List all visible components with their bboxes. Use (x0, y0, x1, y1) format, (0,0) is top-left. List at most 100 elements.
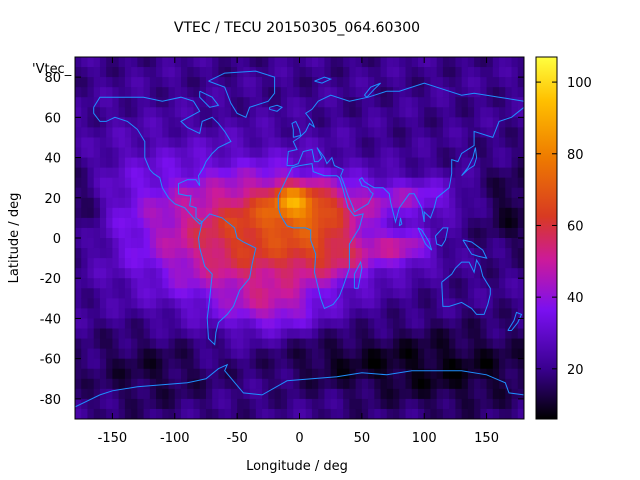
heatmap-cell (324, 298, 332, 309)
heatmap-cell (411, 238, 419, 249)
heatmap-cell (212, 278, 220, 289)
heatmap-cell (218, 318, 226, 330)
heatmap-cell (442, 308, 450, 320)
heatmap-cell (118, 127, 126, 139)
heatmap-cell (99, 137, 107, 149)
heatmap-cell (343, 238, 350, 249)
heatmap-cell (87, 127, 95, 139)
heatmap-cell (280, 197, 288, 209)
heatmap-cell (106, 107, 114, 118)
heatmap-cell (380, 378, 388, 390)
heatmap-cell (343, 167, 350, 179)
heatmap-cell (318, 177, 326, 189)
heatmap-cell (343, 227, 350, 239)
heatmap-cell (361, 408, 369, 419)
heatmap-cell (87, 227, 95, 239)
heatmap-cell (249, 107, 257, 118)
heatmap-cell (131, 408, 138, 419)
heatmap-cell (417, 308, 425, 320)
heatmap-cell (380, 278, 388, 289)
heatmap-cell (156, 318, 163, 330)
heatmap-cell (249, 177, 257, 189)
heatmap-cell (492, 378, 500, 390)
heatmap-cell (262, 137, 269, 149)
heatmap-cell (430, 147, 438, 159)
heatmap-cell (212, 298, 220, 309)
heatmap-cell (156, 298, 163, 309)
heatmap-cell (499, 328, 506, 340)
heatmap-cell (280, 278, 288, 289)
heatmap-cell (249, 258, 257, 269)
heatmap-cell (399, 268, 407, 279)
heatmap-cell (386, 147, 394, 159)
heatmap-cell (237, 207, 244, 219)
heatmap-cell (274, 67, 282, 78)
heatmap-cell (505, 238, 513, 249)
heatmap-cell (212, 408, 220, 419)
heatmap-cell (287, 398, 294, 410)
heatmap-cell (499, 87, 506, 98)
heatmap-cell (81, 57, 89, 68)
heatmap-cell (368, 358, 375, 370)
heatmap-cell (349, 388, 357, 400)
heatmap-cell (193, 177, 201, 189)
heatmap-cell (112, 157, 120, 169)
heatmap-cell (505, 67, 513, 78)
heatmap-cell (218, 67, 226, 78)
heatmap-cell (174, 57, 182, 68)
heatmap-cell (499, 207, 506, 219)
heatmap-cell (262, 348, 269, 360)
heatmap-cell (386, 97, 394, 108)
heatmap-cell (268, 318, 276, 330)
heatmap-cell (368, 147, 375, 159)
heatmap-cell (193, 288, 201, 299)
heatmap-cell (118, 167, 126, 179)
heatmap-cell (230, 388, 238, 400)
heatmap-cell (212, 207, 220, 219)
heatmap-cell (405, 117, 413, 128)
heatmap-cell (393, 388, 400, 400)
heatmap-cell (99, 368, 107, 380)
heatmap-cell (143, 117, 151, 128)
heatmap-cell (461, 67, 469, 78)
heatmap-cell (199, 358, 207, 370)
heatmap-cell (212, 187, 220, 199)
heatmap-cell (131, 308, 138, 320)
heatmap-cell (455, 227, 463, 239)
heatmap-cell (293, 77, 301, 88)
heatmap-cell (230, 217, 238, 229)
coastline-sumatra (417, 227, 433, 251)
heatmap-cell (455, 107, 463, 118)
heatmap-cell (118, 97, 126, 108)
heatmap-cell (181, 57, 188, 68)
heatmap-cell (156, 217, 163, 229)
heatmap-cell (156, 117, 163, 128)
heatmap-cell (280, 388, 288, 400)
heatmap-cell (467, 388, 475, 400)
heatmap-cell (299, 77, 307, 88)
heatmap-cell (280, 107, 288, 118)
heatmap-cell (143, 107, 151, 118)
heatmap-cell (268, 358, 276, 370)
heatmap-cell (118, 328, 126, 340)
heatmap-cell (449, 318, 457, 330)
heatmap-cell (212, 107, 220, 118)
heatmap-cell (274, 358, 282, 370)
heatmap-cell (461, 127, 469, 139)
heatmap-cell (405, 248, 413, 259)
heatmap-cell (318, 197, 326, 209)
heatmap-cell (330, 207, 338, 219)
heatmap-cell (174, 338, 182, 350)
heatmap-cell (274, 308, 282, 320)
heatmap-cell (505, 398, 513, 410)
heatmap-cell (149, 137, 157, 149)
heatmap-cell (230, 318, 238, 330)
heatmap-cell (112, 167, 120, 179)
heatmap-cell (311, 177, 319, 189)
heatmap-cell (361, 97, 369, 108)
heatmap-cell (249, 197, 257, 209)
heatmap-cell (374, 157, 382, 169)
heatmap-cell (386, 157, 394, 169)
heatmap-cell (124, 318, 132, 330)
heatmap-cell (405, 107, 413, 118)
